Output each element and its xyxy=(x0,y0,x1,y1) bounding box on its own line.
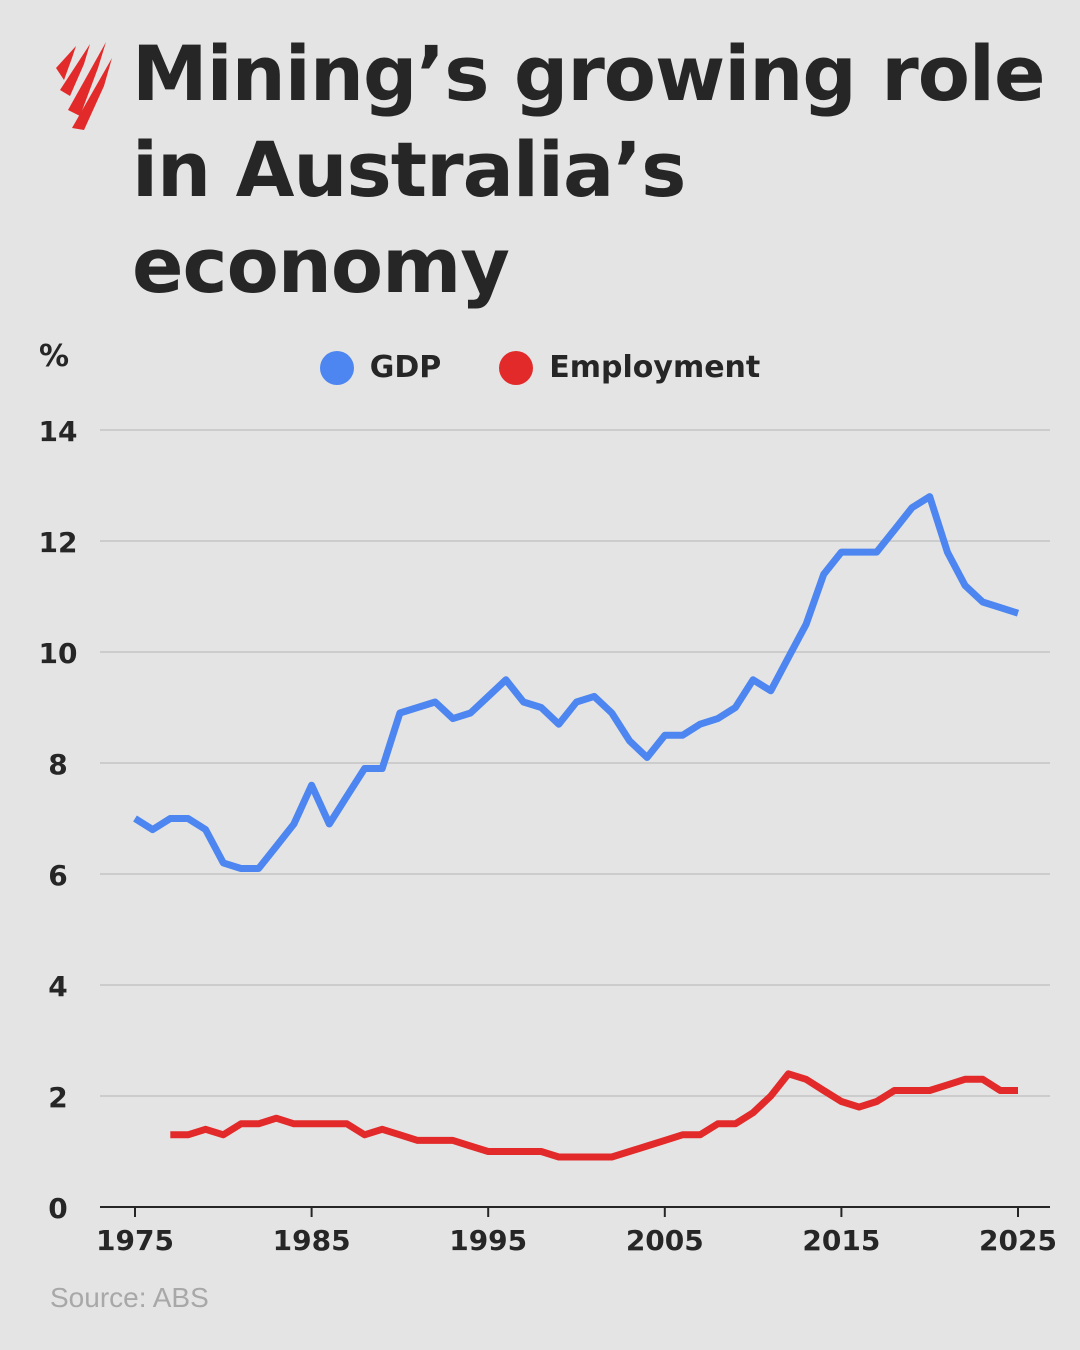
y-tick-label: 14 xyxy=(39,415,78,448)
y-tick-label: 12 xyxy=(39,526,78,559)
x-tick-label: 2005 xyxy=(626,1224,704,1257)
legend-item-employment: Employment xyxy=(499,350,760,385)
y-tick-label: 6 xyxy=(48,859,67,892)
legend-label-employment: Employment xyxy=(549,350,761,385)
title-line-1: Mining’s growing role xyxy=(132,29,1046,118)
x-tick-label: 2025 xyxy=(979,1224,1057,1257)
series-line-gdp xyxy=(133,493,1020,872)
page-title: Mining’s growing role in Australia’s eco… xyxy=(132,26,1052,314)
y-axis-label: % xyxy=(39,339,69,374)
title-line-3: economy xyxy=(132,221,510,310)
legend-swatch-gdp xyxy=(319,350,354,385)
legend-item-gdp: GDP xyxy=(319,350,442,385)
y-tick-label: 0 xyxy=(48,1192,67,1225)
x-tick-label: 1995 xyxy=(449,1224,527,1257)
legend-label-gdp: GDP xyxy=(369,350,442,385)
x-tick-label: 1985 xyxy=(273,1224,351,1257)
y-tick-label: 4 xyxy=(48,970,67,1003)
source-note: Source: ABS xyxy=(50,1282,209,1313)
y-tick-label: 10 xyxy=(39,637,78,670)
x-tick-label: 1975 xyxy=(96,1224,174,1257)
x-tick-label: 2015 xyxy=(802,1224,880,1257)
sbs-logo-icon xyxy=(56,42,112,130)
y-tick-label: 2 xyxy=(48,1081,67,1114)
series-line-employment xyxy=(170,1070,1018,1161)
legend-swatch-employment xyxy=(499,350,534,385)
chart-legend: GDP Employment xyxy=(0,350,1080,385)
y-tick-label: 8 xyxy=(48,748,67,781)
title-line-2: in Australia’s xyxy=(132,125,686,214)
